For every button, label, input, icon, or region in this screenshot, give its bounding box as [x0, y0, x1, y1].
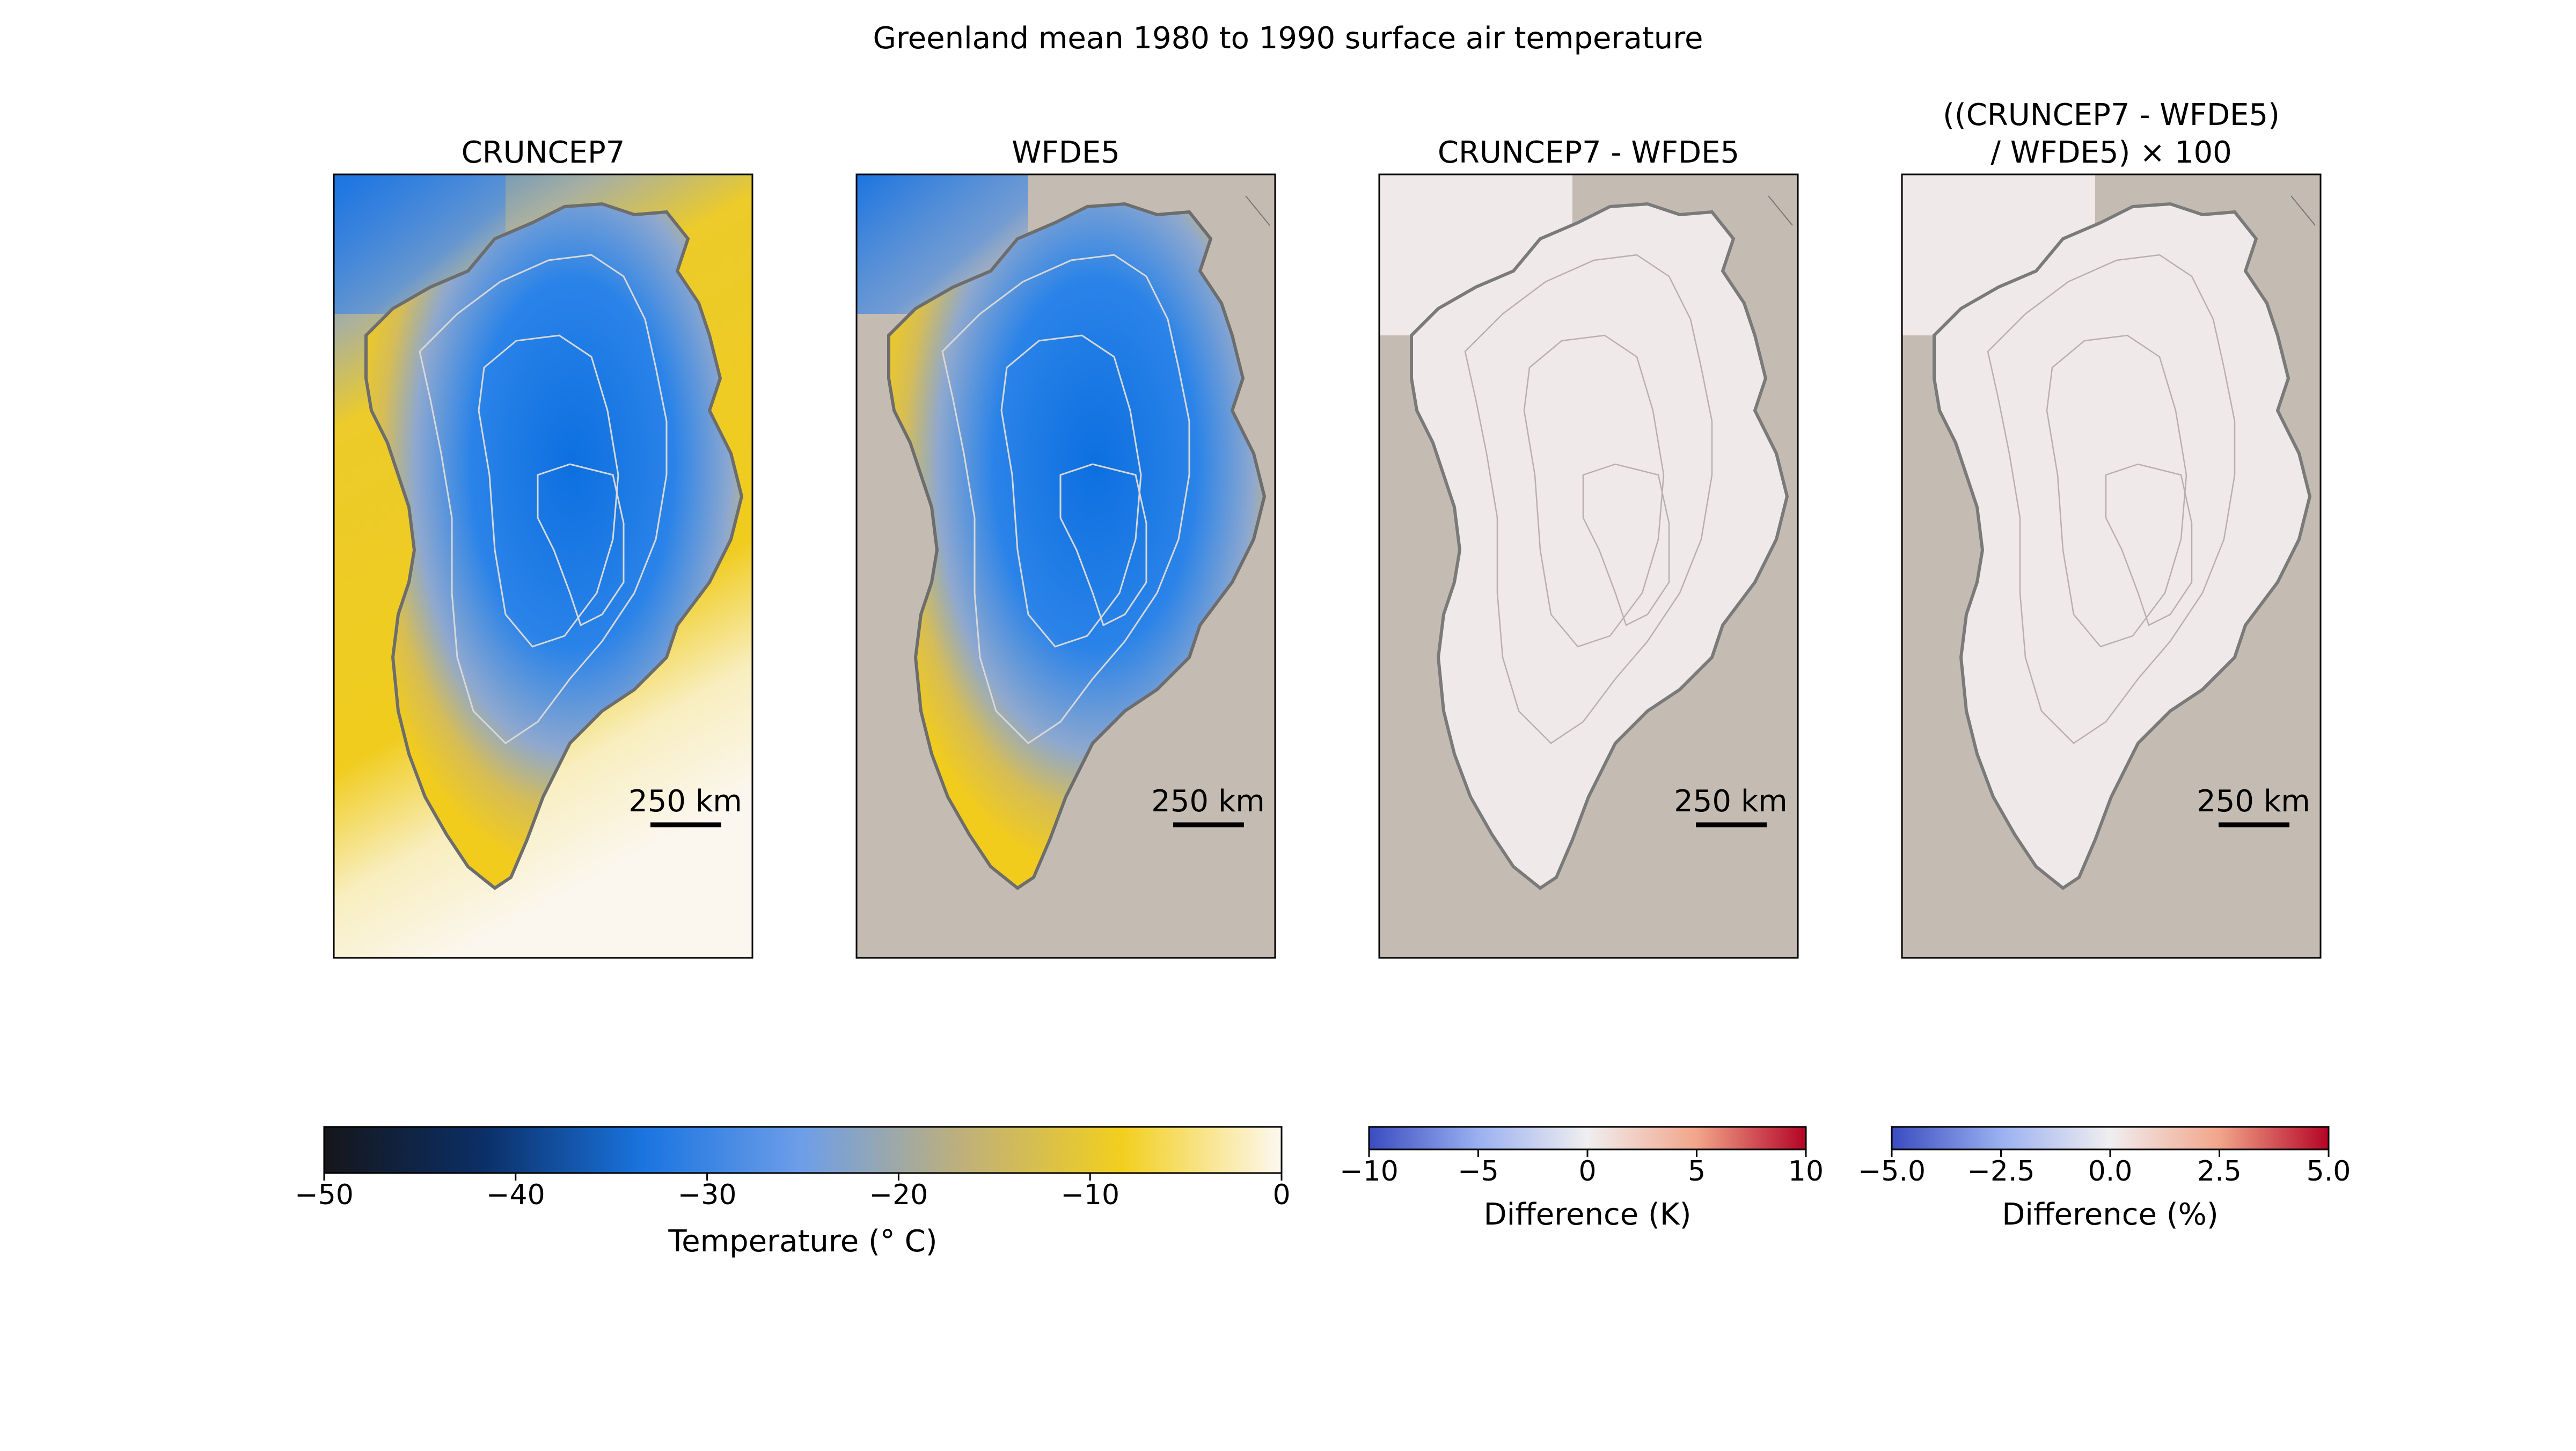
colorbar-ticks: −50 −40 −30 −20 −10 0	[295, 1173, 1291, 1211]
scale-bar-label: 250 km	[1151, 784, 1265, 819]
scale-bar: 250 km	[628, 784, 742, 827]
colorbar-tick-label: −5.0	[1858, 1155, 1926, 1188]
scale-bar-label: 250 km	[2197, 784, 2310, 819]
scale-bar-label: 250 km	[1674, 784, 1788, 819]
colorbar-ticks: −5.0 −2.5 0.0 2.5 5.0	[1858, 1149, 2351, 1188]
panel-title: CRUNCEP7 - WFDE5	[1438, 135, 1739, 170]
panel-title-line1: ((CRUNCEP7 - WFDE5)	[1943, 98, 2280, 133]
colorbar-tick-label: −10	[1340, 1155, 1399, 1188]
colorbar-tick-label: −10	[1060, 1179, 1119, 1211]
panel-title-line2: / WFDE5) × 100	[1990, 135, 2232, 170]
scale-bar-label: 250 km	[628, 784, 742, 819]
colorbar-difference-k: −10 −5 0 5 10 Difference (K)	[1340, 1126, 1824, 1232]
colorbar-tick-label: −5	[1458, 1155, 1499, 1188]
colorbar-tick-label: 0	[1578, 1155, 1596, 1188]
scale-bar: 250 km	[1151, 784, 1265, 827]
map-frame	[855, 173, 1276, 959]
colorbar-tick-label: 0	[1272, 1179, 1290, 1211]
map-frame	[1378, 173, 1799, 959]
colorbar-label: Temperature (° C)	[668, 1224, 937, 1259]
colorbar-tick-label: 5	[1688, 1155, 1706, 1188]
panel-wfde5: WFDE5 250 km	[855, 135, 1276, 959]
panel-difference-percent: ((CRUNCEP7 - WFDE5) / WFDE5) × 100 250 k…	[1901, 98, 2322, 959]
colorbar-gradient	[323, 1126, 1283, 1174]
colorbar-tick-label: −20	[869, 1179, 928, 1211]
colorbar-ticks: −10 −5 0 5 10	[1340, 1149, 1824, 1188]
panel-difference-k: CRUNCEP7 - WFDE5 250 km	[1378, 135, 1799, 959]
colorbar-tick-label: 10	[1788, 1155, 1824, 1188]
figure-title: Greenland mean 1980 to 1990 surface air …	[873, 21, 1703, 56]
scale-bar: 250 km	[2197, 784, 2310, 827]
scale-bar: 250 km	[1674, 784, 1788, 827]
colorbar-tick-label: −2.5	[1967, 1155, 2035, 1188]
colorbar-temperature: −50 −40 −30 −20 −10 0 Temperature (° C)	[295, 1126, 1291, 1259]
panel-title: CRUNCEP7	[462, 135, 625, 170]
colorbar-label: Difference (K)	[1484, 1197, 1692, 1232]
map-frame	[1901, 173, 2322, 959]
colorbar-gradient	[1368, 1126, 1807, 1150]
colorbar-tick-label: 5.0	[2307, 1155, 2351, 1188]
map-frame	[333, 173, 753, 959]
panel-title: WFDE5	[1012, 135, 1120, 170]
colorbar-tick-label: −30	[678, 1179, 737, 1211]
colorbar-difference-percent: −5.0 −2.5 0.0 2.5 5.0 Difference (%)	[1858, 1126, 2351, 1232]
colorbar-tick-label: −40	[486, 1179, 545, 1211]
panel-cruncep7: CRUNCEP7 250 km	[333, 135, 753, 959]
colorbar-tick-label: 2.5	[2197, 1155, 2242, 1188]
colorbar-tick-label: −50	[295, 1179, 354, 1211]
colorbar-gradient	[1891, 1126, 2330, 1150]
colorbar-label: Difference (%)	[2002, 1197, 2218, 1232]
colorbar-tick-label: 0.0	[2088, 1155, 2133, 1188]
